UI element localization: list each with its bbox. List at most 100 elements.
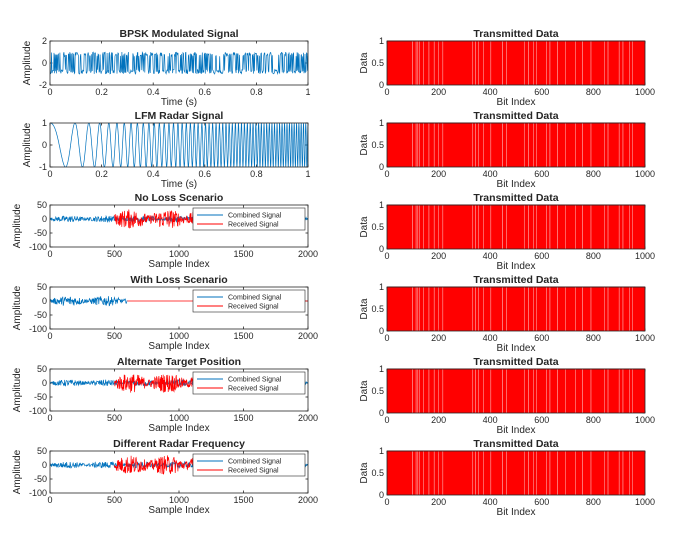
- x-tick-label: 0: [384, 169, 389, 179]
- x-tick-label: 400: [483, 87, 498, 97]
- bar: [533, 123, 537, 167]
- x-tick-label: 600: [534, 333, 549, 343]
- x-tick-label: 2000: [298, 331, 318, 341]
- x-tick-label: 0: [384, 251, 389, 261]
- axes-box: [386, 40, 646, 86]
- bar: [434, 287, 439, 331]
- y-tick-label: 0: [42, 460, 47, 470]
- bar: [429, 41, 434, 85]
- bar: [475, 123, 479, 167]
- bar: [557, 205, 566, 249]
- x-tick-label: 200: [431, 169, 446, 179]
- x-tick-label: 400: [483, 169, 498, 179]
- y-axis-label: Data: [359, 134, 370, 156]
- x-tick-label: 600: [534, 415, 549, 425]
- bar: [478, 287, 484, 331]
- x-tick-label: 600: [534, 87, 549, 97]
- bar: [604, 451, 608, 495]
- y-tick-label: 1: [379, 364, 384, 374]
- bar: [608, 41, 619, 85]
- bar: [412, 123, 416, 167]
- y-tick-label: -2: [39, 80, 47, 90]
- bar: [604, 41, 608, 85]
- bar: [619, 205, 623, 249]
- bar: [524, 123, 529, 167]
- bar: [490, 123, 503, 167]
- x-tick-label: 1000: [169, 413, 189, 423]
- bar: [575, 369, 583, 413]
- x-tick-label: 500: [107, 249, 122, 259]
- y-tick-label: 0: [42, 58, 47, 68]
- series-line: [50, 123, 308, 167]
- bar: [546, 205, 550, 249]
- legend-label: Combined Signal: [228, 295, 282, 302]
- bar: [472, 287, 476, 331]
- axes-box: [386, 450, 646, 496]
- x-tick-label: 600: [534, 169, 549, 179]
- bar: [582, 205, 591, 249]
- chart-title: Transmitted Data: [473, 356, 558, 368]
- bar: [524, 41, 529, 85]
- y-tick-label: 1: [379, 282, 384, 292]
- bar: [423, 287, 429, 331]
- bar: [546, 451, 550, 495]
- bar: [629, 41, 633, 85]
- bar: [528, 123, 534, 167]
- bar: [434, 41, 439, 85]
- bar: [550, 123, 558, 167]
- bar: [623, 205, 630, 249]
- bar: [582, 451, 591, 495]
- x-tick-label: 1000: [635, 251, 655, 261]
- bar: [608, 369, 619, 413]
- x-axis-label: Time (s): [161, 97, 197, 108]
- bar: [632, 205, 645, 249]
- bar: [412, 451, 416, 495]
- bar: [434, 123, 439, 167]
- bar: [419, 205, 424, 249]
- x-axis-label: Bit Index: [497, 97, 536, 108]
- bars: [387, 122, 645, 167]
- bar: [591, 205, 605, 249]
- bar: [419, 287, 424, 331]
- y-tick-label: 0: [42, 140, 47, 150]
- bar: [528, 41, 534, 85]
- bar: [478, 369, 484, 413]
- y-tick-label: 1: [379, 446, 384, 456]
- bars: [387, 40, 645, 85]
- bar: [591, 123, 605, 167]
- y-axis-label: Data: [359, 52, 370, 74]
- x-tick-label: 0: [47, 87, 52, 97]
- legend: Combined Signal Received Signal: [192, 371, 306, 395]
- bar: [502, 451, 507, 495]
- x-tick-label: 1000: [169, 331, 189, 341]
- bar: [536, 41, 547, 85]
- bar: [502, 287, 507, 331]
- chart-tx2: Transmitted Data 0 200 400 600 800 1000 0 0.5 1 Bi…: [359, 110, 655, 190]
- x-tick-label: 1000: [635, 415, 655, 425]
- y-axis-label: Data: [359, 216, 370, 238]
- bar: [629, 287, 633, 331]
- bar: [387, 205, 413, 249]
- x-tick-label: 0: [47, 413, 52, 423]
- bar: [506, 451, 524, 495]
- bar: [632, 369, 645, 413]
- bar: [472, 369, 476, 413]
- bar: [524, 205, 529, 249]
- y-tick-label: -100: [29, 242, 47, 252]
- y-tick-label: 0.5: [371, 222, 384, 232]
- bar: [546, 287, 550, 331]
- bar: [502, 369, 507, 413]
- x-axis-label: Bit Index: [497, 343, 536, 354]
- bar: [629, 451, 633, 495]
- bar: [416, 287, 418, 331]
- bar: [483, 205, 491, 249]
- bars: [387, 204, 645, 249]
- bar: [506, 369, 524, 413]
- chart-title: With Loss Scenario: [130, 274, 227, 286]
- bar: [438, 451, 443, 495]
- bar: [604, 205, 608, 249]
- bar: [582, 287, 591, 331]
